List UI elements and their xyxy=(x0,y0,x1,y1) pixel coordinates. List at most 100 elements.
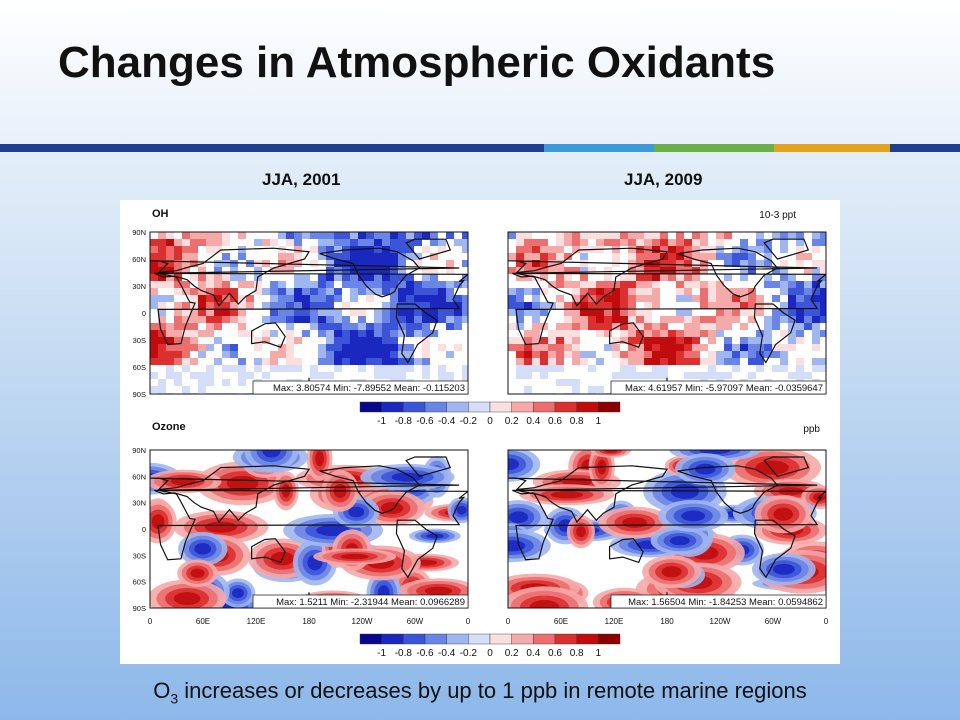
map-cell xyxy=(532,358,540,365)
map-cell xyxy=(174,246,182,253)
map-cell xyxy=(644,330,652,337)
colorbar-swatch xyxy=(424,633,447,645)
map-cell xyxy=(508,323,516,330)
map-cell xyxy=(676,351,684,358)
map-cell xyxy=(628,302,636,309)
map-cell xyxy=(222,309,230,316)
map-cell xyxy=(222,295,230,302)
map-cell xyxy=(756,309,764,316)
lon-tick-label: 0 xyxy=(466,617,471,626)
map-cell xyxy=(764,351,772,358)
map-cell xyxy=(516,246,524,253)
map-cell xyxy=(700,239,708,246)
map-cell xyxy=(462,232,468,239)
map-cell xyxy=(716,302,724,309)
map-cell xyxy=(182,344,190,351)
map-cell xyxy=(166,295,174,302)
map-cell xyxy=(198,274,206,281)
map-cell xyxy=(358,267,366,274)
map-cell xyxy=(676,274,684,281)
map-cell xyxy=(756,239,764,246)
map-cell xyxy=(612,232,620,239)
map-cell xyxy=(398,365,406,372)
map-cell xyxy=(366,337,374,344)
map-cell xyxy=(446,372,454,379)
map-cell xyxy=(438,344,446,351)
map-cell xyxy=(548,337,556,344)
map-cell xyxy=(278,267,286,274)
map-cell xyxy=(246,372,254,379)
continent-outline xyxy=(763,238,810,260)
map-cell xyxy=(644,302,652,309)
map-cell xyxy=(748,302,756,309)
map-cell xyxy=(652,365,660,372)
map-cell xyxy=(508,232,516,239)
map-cell xyxy=(206,281,214,288)
map-cell xyxy=(358,239,366,246)
map-cell xyxy=(596,239,604,246)
map-cell xyxy=(580,295,588,302)
map-cell xyxy=(286,351,294,358)
map-cell xyxy=(398,309,406,316)
map-cell xyxy=(604,295,612,302)
map-cell xyxy=(430,288,438,295)
map-cell xyxy=(532,344,540,351)
map-cell xyxy=(516,232,524,239)
map-cell xyxy=(564,344,572,351)
continent-outline xyxy=(319,465,421,514)
map-contour xyxy=(773,507,794,521)
map-cell xyxy=(548,351,556,358)
map-cell xyxy=(820,295,826,302)
map-cell xyxy=(294,358,302,365)
map-cell xyxy=(620,330,628,337)
map-cell xyxy=(278,309,286,316)
map-cell xyxy=(812,295,820,302)
map-cell xyxy=(772,281,780,288)
map-cell xyxy=(588,386,596,393)
map-cell xyxy=(326,232,334,239)
map-cell xyxy=(724,344,732,351)
map-cell xyxy=(724,351,732,358)
map-cell xyxy=(286,358,294,365)
map-cell xyxy=(286,344,294,351)
map-cell xyxy=(668,274,676,281)
map-cell xyxy=(644,253,652,260)
map-cell xyxy=(246,302,254,309)
map-cell xyxy=(350,309,358,316)
map-cell xyxy=(612,281,620,288)
map-cell xyxy=(692,246,700,253)
map-cell xyxy=(708,316,716,323)
map-cell xyxy=(572,302,580,309)
map-cell xyxy=(342,323,350,330)
map-cell xyxy=(708,253,716,260)
map-cell xyxy=(430,267,438,274)
map-cell xyxy=(644,232,652,239)
map-cell xyxy=(628,253,636,260)
map-cell xyxy=(596,295,604,302)
map-cell xyxy=(540,246,548,253)
map-cell xyxy=(382,358,390,365)
map-cell xyxy=(214,302,222,309)
map-cell xyxy=(230,288,238,295)
map-cell xyxy=(580,302,588,309)
map-cell xyxy=(374,267,382,274)
map-cell xyxy=(804,295,812,302)
map-cell xyxy=(612,239,620,246)
map-cell xyxy=(206,344,214,351)
map-cell xyxy=(628,246,636,253)
map-cell xyxy=(564,330,572,337)
map-cell xyxy=(406,351,414,358)
map-cell xyxy=(310,365,318,372)
map-cell xyxy=(238,295,246,302)
map-cell xyxy=(700,281,708,288)
map-cell xyxy=(692,344,700,351)
map-cell xyxy=(540,309,548,316)
map-cell xyxy=(390,358,398,365)
map-cell xyxy=(604,267,612,274)
stats-box xyxy=(610,594,827,609)
map-cell xyxy=(620,337,628,344)
map-cell xyxy=(652,281,660,288)
map-cell xyxy=(684,239,692,246)
map-cell xyxy=(676,358,684,365)
map-cell xyxy=(222,260,230,267)
